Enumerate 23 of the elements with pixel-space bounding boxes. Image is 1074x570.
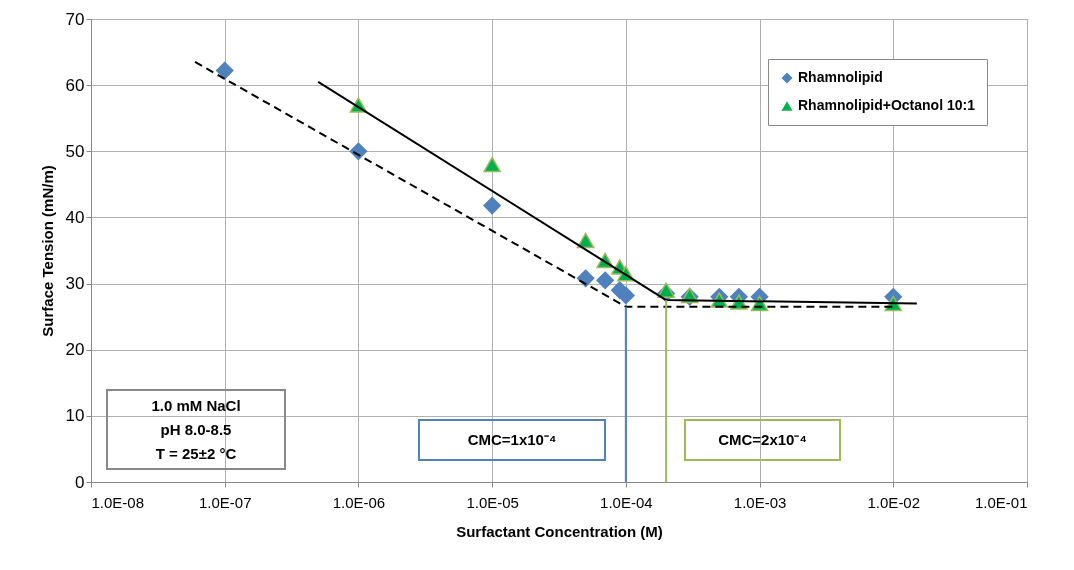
annotation: CMC=2x10⁻⁴ xyxy=(718,431,807,448)
x-axis-title: Surfactant Concentration (M) xyxy=(456,522,663,540)
x-tick-label: 1.0E-08 xyxy=(91,493,145,511)
y-axis-title: Surface Tension (mN/m) xyxy=(38,165,56,337)
legend-label: Rhamnolipid xyxy=(798,69,883,85)
x-tick-label: 1.0E-07 xyxy=(198,493,252,511)
y-tick-label: 20 xyxy=(65,340,85,360)
x-tick-label: 1.0E-01 xyxy=(974,493,1028,511)
y-tick-label: 70 xyxy=(65,9,85,29)
x-tick-label: 1.0E-03 xyxy=(733,493,787,511)
x-tick-label: 1.0E-05 xyxy=(466,493,519,511)
annotation: CMC=1x10⁻⁴ xyxy=(467,431,557,448)
legend-label: Rhamnolipid+Octanol 10:1 xyxy=(798,97,976,113)
x-tick-label: 1.0E-04 xyxy=(600,493,653,511)
y-tick-label: 30 xyxy=(65,274,85,294)
x-tick-label: 1.0E-06 xyxy=(332,493,386,511)
y-tick-label: 60 xyxy=(65,75,85,95)
annotation: 1.0 mM NaCl pH 8.0-8.5 T = 25±2 °C xyxy=(151,396,241,462)
y-tick-label: 10 xyxy=(65,406,85,426)
y-tick-label: 40 xyxy=(65,207,85,227)
y-tick-label: 0 xyxy=(75,472,85,492)
y-tick-label: 50 xyxy=(65,141,85,161)
x-tick-label: 1.0E-02 xyxy=(867,493,921,511)
